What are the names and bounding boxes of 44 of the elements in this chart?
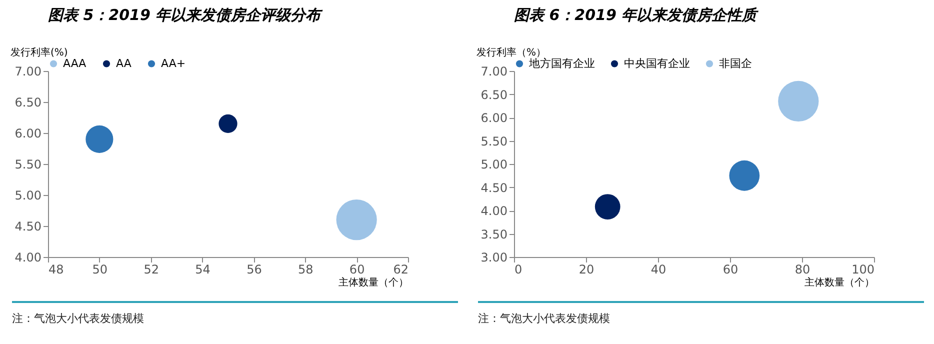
- x-tick-label: 60: [349, 262, 365, 276]
- x-tick-label: 80: [794, 262, 810, 276]
- y-tick-label: 6.00: [14, 126, 42, 140]
- x-tick-label: 0: [514, 262, 522, 276]
- x-tick-label: 60: [722, 262, 738, 276]
- y-tick-label: 4.50: [480, 180, 508, 195]
- x-tick-label: 52: [144, 262, 159, 276]
- y-axis-title: 发行利率（%）: [476, 46, 546, 58]
- y-tick-label: 5.00: [480, 158, 508, 172]
- y-tick-label: 4.00: [14, 250, 42, 264]
- x-tick-label: 62: [393, 262, 408, 276]
- x-tick-label: 50: [92, 262, 108, 276]
- text: 注：气泡大小代表发债规模: [478, 301, 924, 326]
- x-tick-label: 40: [650, 262, 666, 276]
- y-tick-label: 7.00: [14, 64, 42, 78]
- legend-label: 地方国有企业: [528, 56, 595, 70]
- legend-label: 中央国有企业: [624, 56, 690, 70]
- y-tick-label: 5.50: [14, 158, 42, 172]
- legend-label: AA+: [161, 56, 186, 70]
- chart-title: 图表 5：2019 年以来发债房企评级分布: [48, 6, 324, 24]
- y-tick-label: 5.50: [480, 134, 508, 148]
- x-tick-label: 54: [195, 262, 210, 276]
- y-tick-label: 4.00: [480, 204, 508, 218]
- legend-label: AA: [116, 56, 132, 70]
- x-axis-title: 主体数量（个）: [338, 276, 408, 288]
- x-tick-label: 56: [246, 262, 262, 276]
- y-tick-label: 5.00: [14, 188, 42, 202]
- text: 注：气泡大小代表发债规模: [12, 301, 458, 326]
- x-axis-title: 主体数量（个）: [804, 276, 874, 288]
- y-tick-label: 6.50: [14, 96, 42, 110]
- y-tick-label: 7.00: [480, 64, 508, 78]
- y-tick-label: 3.50: [480, 227, 508, 242]
- chart-title: 图表 6：2019 年以来发债房企性质: [514, 6, 760, 24]
- x-tick-label: 48: [48, 262, 64, 276]
- legend-label: 非国企: [719, 56, 752, 70]
- legend-label: AAA: [63, 56, 87, 70]
- x-tick-label: 20: [578, 262, 594, 276]
- x-tick-label: 100: [852, 262, 874, 276]
- y-tick-label: 6.50: [480, 88, 508, 102]
- x-tick-label: 58: [298, 262, 314, 276]
- y-tick-label: 4.50: [14, 220, 42, 234]
- y-tick-label: 3.00: [480, 250, 508, 264]
- y-tick-label: 6.00: [480, 111, 508, 125]
- y-axis-title: 发行利率(%): [10, 46, 68, 58]
